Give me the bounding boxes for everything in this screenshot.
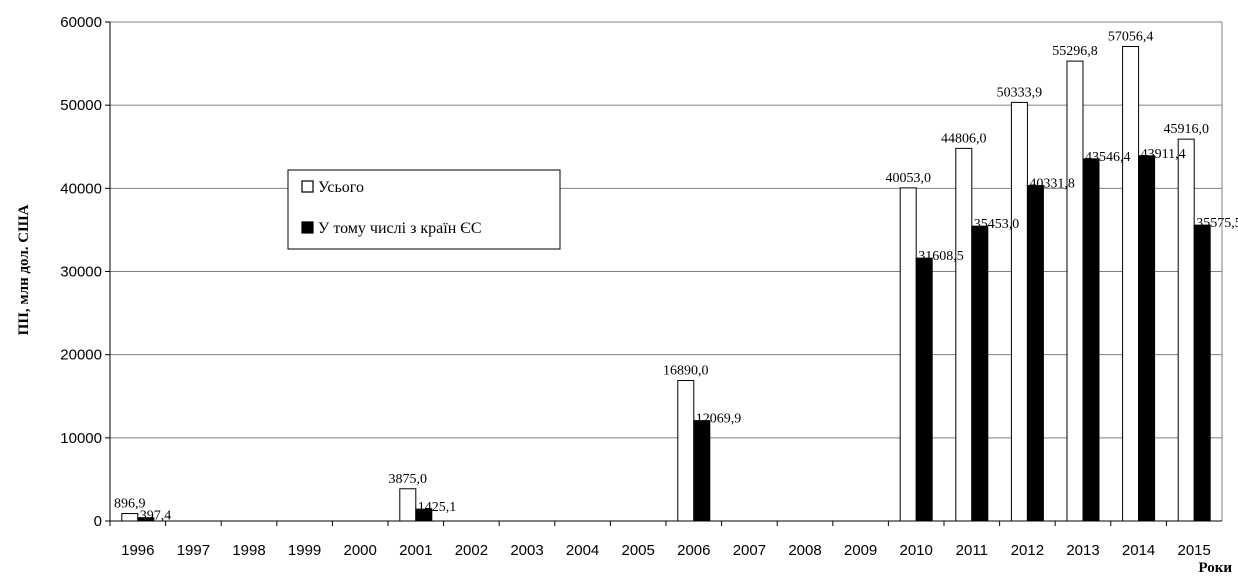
x-tick-label: 2007 bbox=[733, 542, 766, 559]
bar-total-2013 bbox=[1066, 60, 1084, 522]
x-tick-label: 2006 bbox=[677, 542, 710, 559]
data-label-eu-2011: 35453,0 bbox=[974, 217, 1020, 232]
x-tick-label: 1998 bbox=[232, 542, 265, 559]
x-tick-label: 1999 bbox=[288, 542, 321, 559]
x-tick-label: 2011 bbox=[956, 542, 988, 559]
data-label-total-2001: 3875,0 bbox=[389, 472, 428, 487]
bar-eu-2014 bbox=[1138, 155, 1156, 522]
y-tick-label: 40000 bbox=[60, 180, 102, 197]
data-label-total-2013: 55296,8 bbox=[1052, 44, 1098, 59]
data-label-total-2006: 16890,0 bbox=[663, 364, 709, 379]
data-label-eu-2012: 40331,8 bbox=[1029, 177, 1075, 192]
data-label-total-2012: 50333,9 bbox=[997, 85, 1043, 100]
data-label-eu-2010: 31608,5 bbox=[918, 249, 964, 264]
x-tick-label: 2014 bbox=[1122, 542, 1155, 559]
data-label-total-2015: 45916,0 bbox=[1163, 122, 1209, 137]
x-tick-label: 2008 bbox=[788, 542, 821, 559]
bar-total-2015 bbox=[1177, 138, 1195, 522]
data-label-total-2010: 40053,0 bbox=[885, 171, 931, 186]
data-label-eu-2015: 35575,5 bbox=[1196, 216, 1238, 231]
y-tick-label: 60000 bbox=[60, 14, 102, 31]
x-tick-label: 2010 bbox=[900, 542, 933, 559]
x-axis-title: Роки bbox=[1198, 560, 1232, 576]
legend-label-eu: У тому числі з країн ЄС bbox=[318, 220, 482, 237]
y-tick-label: 20000 bbox=[60, 347, 102, 364]
y-tick-labels: 0 10000 20000 30000 40000 50000 60000 bbox=[60, 14, 102, 530]
bar-total-2014 bbox=[1122, 45, 1140, 522]
bar-total-2010 bbox=[899, 187, 917, 522]
y-tick-label: 50000 bbox=[60, 97, 102, 114]
bar-total-2012 bbox=[1010, 101, 1028, 522]
x-tick-label: 2009 bbox=[844, 542, 877, 559]
y-tick-label: 30000 bbox=[60, 264, 102, 281]
bar-eu-2011 bbox=[971, 225, 989, 522]
legend-label-total: Усього bbox=[318, 179, 364, 196]
data-label-eu-1996: 397,4 bbox=[140, 509, 172, 524]
y-axis-title: ПІІ, млн дол. США bbox=[16, 204, 32, 335]
x-tick-label: 1996 bbox=[121, 542, 154, 559]
x-tick-label: 1997 bbox=[177, 542, 210, 559]
data-label-eu-2006: 12069,9 bbox=[696, 412, 742, 427]
data-label-eu-2001: 1425,1 bbox=[418, 500, 457, 515]
x-tick-label: 2015 bbox=[1178, 542, 1211, 559]
legend-box bbox=[287, 169, 561, 250]
bar-total-1996 bbox=[121, 513, 139, 522]
bars bbox=[121, 45, 1211, 522]
x-tick-label: 2005 bbox=[622, 542, 655, 559]
x-tick-labels: 1996 1997 1998 1999 2000 2001 2002 2003 2004 2005… bbox=[121, 542, 1211, 559]
x-tick-label: 2012 bbox=[1011, 542, 1044, 559]
y-tick-label: 10000 bbox=[60, 430, 102, 447]
legend-swatch-total bbox=[301, 180, 314, 193]
x-tick-label: 2003 bbox=[510, 542, 543, 559]
axes bbox=[105, 21, 1223, 526]
bar-total-2011 bbox=[955, 147, 973, 522]
legend-swatch-eu bbox=[301, 221, 314, 234]
bar-eu-2010 bbox=[915, 257, 933, 522]
bar-eu-2015 bbox=[1193, 224, 1211, 522]
data-label-total-2011: 44806,0 bbox=[941, 131, 987, 146]
x-tick-label: 2002 bbox=[455, 542, 488, 559]
data-label-eu-2013: 43546,4 bbox=[1085, 150, 1131, 165]
x-tick-label: 2000 bbox=[344, 542, 377, 559]
data-label-eu-2014: 43911,4 bbox=[1141, 147, 1186, 162]
data-label-total-1996: 896,9 bbox=[114, 497, 146, 512]
bar-eu-2013 bbox=[1082, 158, 1100, 522]
x-tick-label: 2001 bbox=[399, 542, 432, 559]
bar-eu-2012 bbox=[1026, 185, 1044, 522]
bar-total-2001 bbox=[399, 488, 417, 522]
data-label-total-2014: 57056,4 bbox=[1108, 29, 1154, 44]
legend: Усього У тому числі з країн ЄС bbox=[287, 169, 561, 250]
x-tick-label: 2013 bbox=[1066, 542, 1099, 559]
x-tick-label: 2004 bbox=[566, 542, 599, 559]
bar-total-2006 bbox=[677, 380, 695, 522]
y-tick-label: 0 bbox=[94, 513, 102, 530]
bar-eu-2006 bbox=[693, 420, 711, 522]
